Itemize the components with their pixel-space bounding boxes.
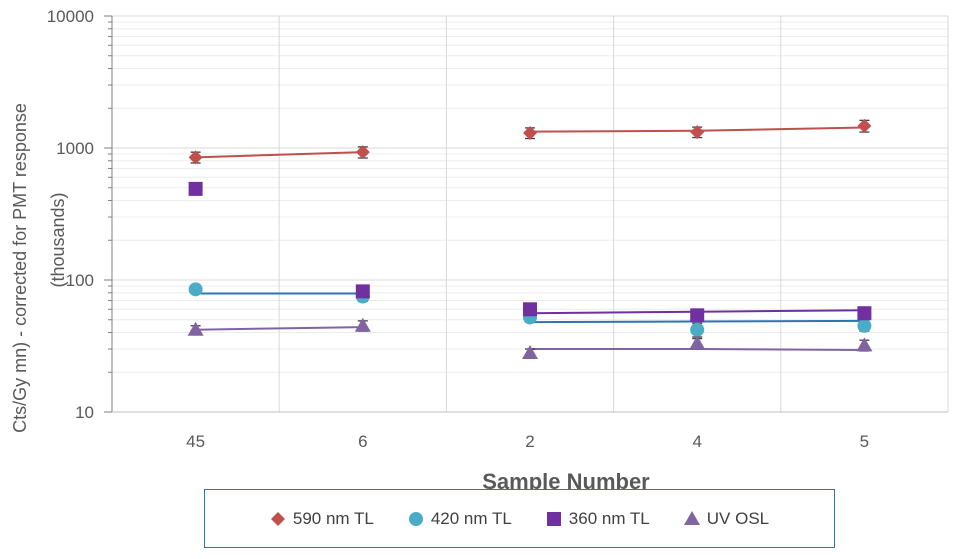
data-point [857, 306, 872, 321]
trendline [195, 151, 363, 159]
trendline [195, 326, 363, 331]
data-point [355, 284, 370, 299]
data-point [523, 302, 537, 317]
data-point [522, 344, 538, 359]
x-tick-label: 6 [358, 432, 367, 451]
data-point [683, 510, 700, 525]
circle-marker-icon [408, 511, 423, 526]
data-point [689, 335, 706, 350]
legend-label: UV OSL [706, 508, 770, 528]
legend-item: UV OSL [683, 508, 770, 529]
data-marks [187, 118, 873, 359]
x-tick-label: 4 [692, 432, 701, 451]
axes [104, 15, 948, 413]
trendlines [195, 126, 865, 351]
data-point [690, 322, 705, 337]
data-point [187, 321, 204, 336]
data-point [188, 181, 203, 196]
x-tick-label: 5 [860, 432, 869, 451]
x-tick-labels: 45 6 2 4 5 [186, 432, 869, 451]
triangle-marker-icon [683, 510, 700, 525]
y-tick-label: 1000 [56, 139, 94, 158]
data-point [188, 282, 203, 297]
legend-item: 420 nm TL [408, 509, 512, 529]
legend-item: 590 nm TL [270, 509, 374, 529]
data-point [690, 125, 705, 140]
y-axis-title-units: (thousands) [48, 192, 68, 287]
legend-label: 590 nm TL [292, 508, 374, 528]
legend: 590 nm TL 420 nm TL 360 nm TL UV OSL [204, 489, 835, 548]
square-marker-icon [546, 511, 561, 526]
legend-label: 420 nm TL [430, 508, 512, 528]
y-tick-label: 10000 [47, 7, 94, 26]
data-point [188, 150, 203, 165]
y-axis-title: Cts/Gy mn) - corrected for PMT response [10, 103, 30, 433]
data-point [546, 511, 561, 526]
y-tick-label: 100 [66, 271, 94, 290]
y-tick-labels: 10 100 1000 10000 [47, 7, 94, 422]
legend-item: 360 nm TL [546, 509, 650, 529]
data-point [270, 511, 285, 526]
x-tick-label: 45 [186, 432, 205, 451]
x-tick-label: 2 [525, 432, 534, 451]
data-point [408, 511, 423, 526]
data-point [354, 317, 371, 332]
legend-label: 360 nm TL [568, 508, 650, 528]
y-tick-label: 10 [75, 403, 94, 422]
data-point [523, 125, 537, 140]
data-point [856, 337, 873, 352]
data-point [857, 318, 872, 333]
data-point [355, 145, 370, 160]
diamond-marker-icon [270, 511, 285, 526]
data-point [857, 118, 872, 133]
data-point [690, 308, 705, 323]
